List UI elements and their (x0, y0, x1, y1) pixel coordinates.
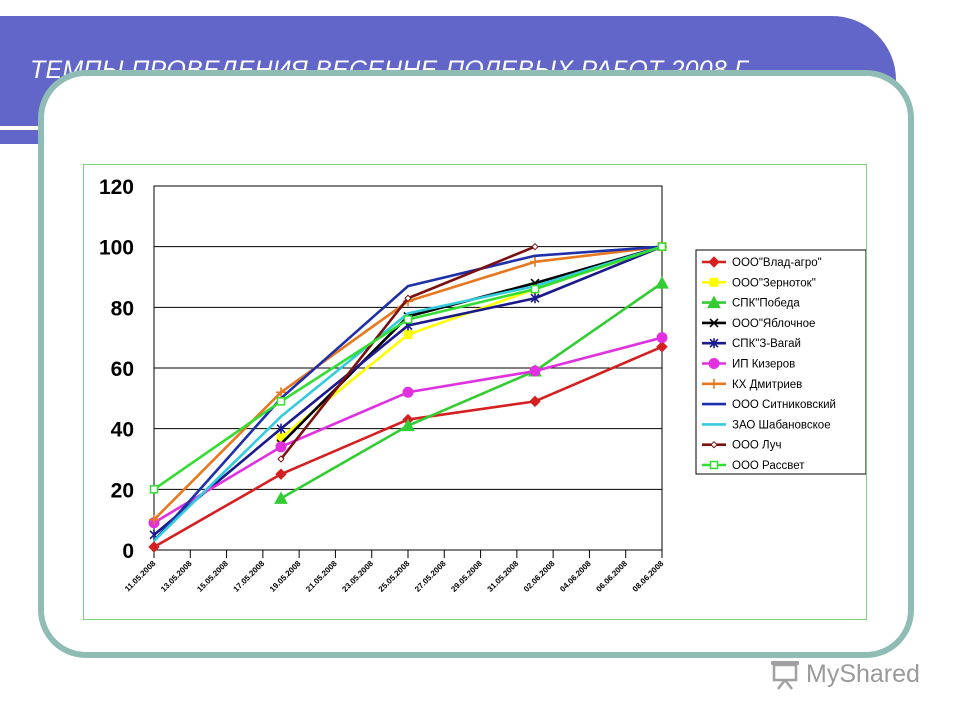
legend-marker (709, 338, 719, 349)
legend-label: ООО"Яблочное (732, 318, 815, 330)
legend-label: ООО Рассвет (732, 460, 805, 472)
data-point-11 (403, 315, 413, 324)
y-tick-label: 100 (99, 237, 134, 260)
legend-label: ООО"Зерноток" (732, 277, 816, 289)
chart-panel: 0 20 40 60 80 100 120 11.05.2008 13.05.2008 15.05… (83, 164, 867, 620)
y-tick-label: 80 (111, 297, 134, 320)
legend-label: ООО"Влад-агро" (732, 257, 822, 269)
data-point-11 (657, 242, 667, 251)
x-tick-label: 15.05.2008 (195, 559, 230, 594)
legend-marker (709, 378, 719, 389)
x-tick-label: 08.06.2008 (631, 559, 666, 594)
x-tick-label: 31.05.2008 (486, 559, 521, 594)
data-point-1 (656, 341, 668, 353)
data-point-1 (148, 541, 160, 553)
data-point-2 (403, 330, 413, 340)
data-point-3 (274, 491, 288, 504)
data-point-6 (275, 441, 287, 453)
data-point-5 (276, 423, 286, 434)
y-tick-label: 0 (122, 540, 134, 563)
y-tick-label: 40 (111, 419, 134, 442)
legend-marker (709, 460, 719, 470)
series-line-3 (280, 281, 663, 500)
legend-label: ООО Ситниковский (732, 399, 836, 411)
x-tick-label: 04.06.2008 (558, 559, 593, 594)
data-point-11 (149, 485, 159, 494)
legend-label: СПК"З-Вагай (732, 338, 801, 350)
line-chart: 0 20 40 60 80 100 120 11.05.2008 13.05.2008 15.05… (99, 176, 866, 594)
legend-label: СПК"Победа (732, 298, 800, 310)
x-tick-label: 27.05.2008 (413, 559, 448, 594)
data-point-6 (656, 332, 668, 344)
x-tick-label: 21.05.2008 (304, 559, 339, 594)
series-line-2 (280, 245, 663, 439)
legend-label: ЗАО Шабановское (732, 419, 831, 431)
x-tick-label: 29.05.2008 (449, 559, 484, 594)
x-tick-label: 02.06.2008 (522, 559, 557, 594)
legend-label: КХ Дмитриев (732, 379, 802, 391)
data-point-10 (277, 455, 285, 463)
legend-box (695, 249, 866, 475)
data-point-7 (276, 387, 286, 398)
x-tick-label: 06.06.2008 (594, 559, 629, 594)
data-point-1 (275, 468, 287, 480)
legend-marker (710, 440, 718, 449)
data-point-11 (530, 284, 540, 294)
legend-marker (708, 358, 720, 369)
data-point-6 (402, 386, 414, 398)
legend-label: ИП Кизеров (732, 359, 795, 371)
data-point-10 (531, 242, 539, 251)
legend-marker (708, 256, 720, 268)
projector-screen-icon (771, 661, 799, 690)
legend-marker (707, 295, 721, 309)
data-point-7 (530, 256, 540, 267)
data-point-1 (529, 395, 541, 408)
data-point-10 (404, 294, 412, 302)
y-tick-label: 20 (111, 479, 134, 502)
x-tick-label: 19.05.2008 (268, 559, 303, 594)
x-tick-label: 11.05.2008 (123, 559, 158, 594)
legend-marker (709, 277, 719, 287)
legend-marker (709, 318, 719, 328)
data-point-6 (529, 365, 541, 377)
legend-label: ООО Луч (732, 440, 781, 452)
x-tick-label: 23.05.2008 (340, 559, 375, 594)
data-point-11 (276, 397, 286, 406)
series-line-4 (280, 245, 663, 445)
y-tick-label: 120 (99, 176, 134, 199)
mysharedlogo: MyShared (768, 656, 920, 692)
data-point-3 (401, 418, 415, 432)
x-tick-label: 17.05.2008 (232, 559, 267, 594)
series-line-9 (153, 245, 663, 542)
logo-text: MyShared (806, 659, 920, 688)
series-line-8 (153, 245, 663, 542)
x-tick-label: 25.05.2008 (377, 559, 412, 594)
x-tick-label: 13.05.2008 (159, 559, 194, 594)
y-tick-label: 60 (111, 358, 134, 381)
data-point-7 (149, 514, 159, 525)
series-line-1 (153, 345, 663, 549)
data-point-5 (530, 293, 540, 304)
data-point-3 (655, 276, 669, 289)
